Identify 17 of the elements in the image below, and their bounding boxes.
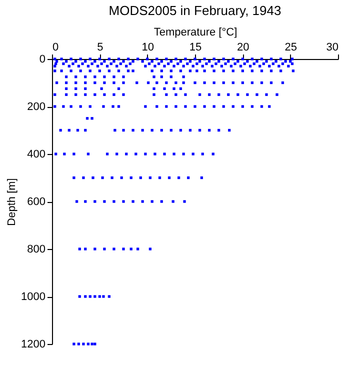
y-tick-label: 0 — [39, 54, 46, 66]
y-tick-label: 1000 — [21, 291, 46, 303]
x-tick-label: 30 — [326, 42, 338, 54]
y-axis-title: Depth [m] — [6, 178, 18, 226]
y-tick-label: 800 — [27, 244, 46, 256]
x-tick-label: 10 — [142, 42, 154, 54]
y-tick-label: 400 — [27, 148, 46, 160]
y-tick-label: 1200 — [21, 338, 46, 350]
y-tick-label: 200 — [27, 101, 46, 113]
x-tick-label: 15 — [189, 42, 202, 54]
x-tick-label: 5 — [97, 42, 104, 54]
x-tick-label: 25 — [284, 42, 297, 54]
x-tick-label: 0 — [52, 42, 59, 54]
x-tick-label: 20 — [237, 42, 250, 54]
chart-title: MODS2005 in February, 1943 — [108, 3, 282, 18]
x-axis-title: Temperature [°C] — [154, 26, 238, 38]
y-tick-label: 600 — [27, 196, 46, 208]
